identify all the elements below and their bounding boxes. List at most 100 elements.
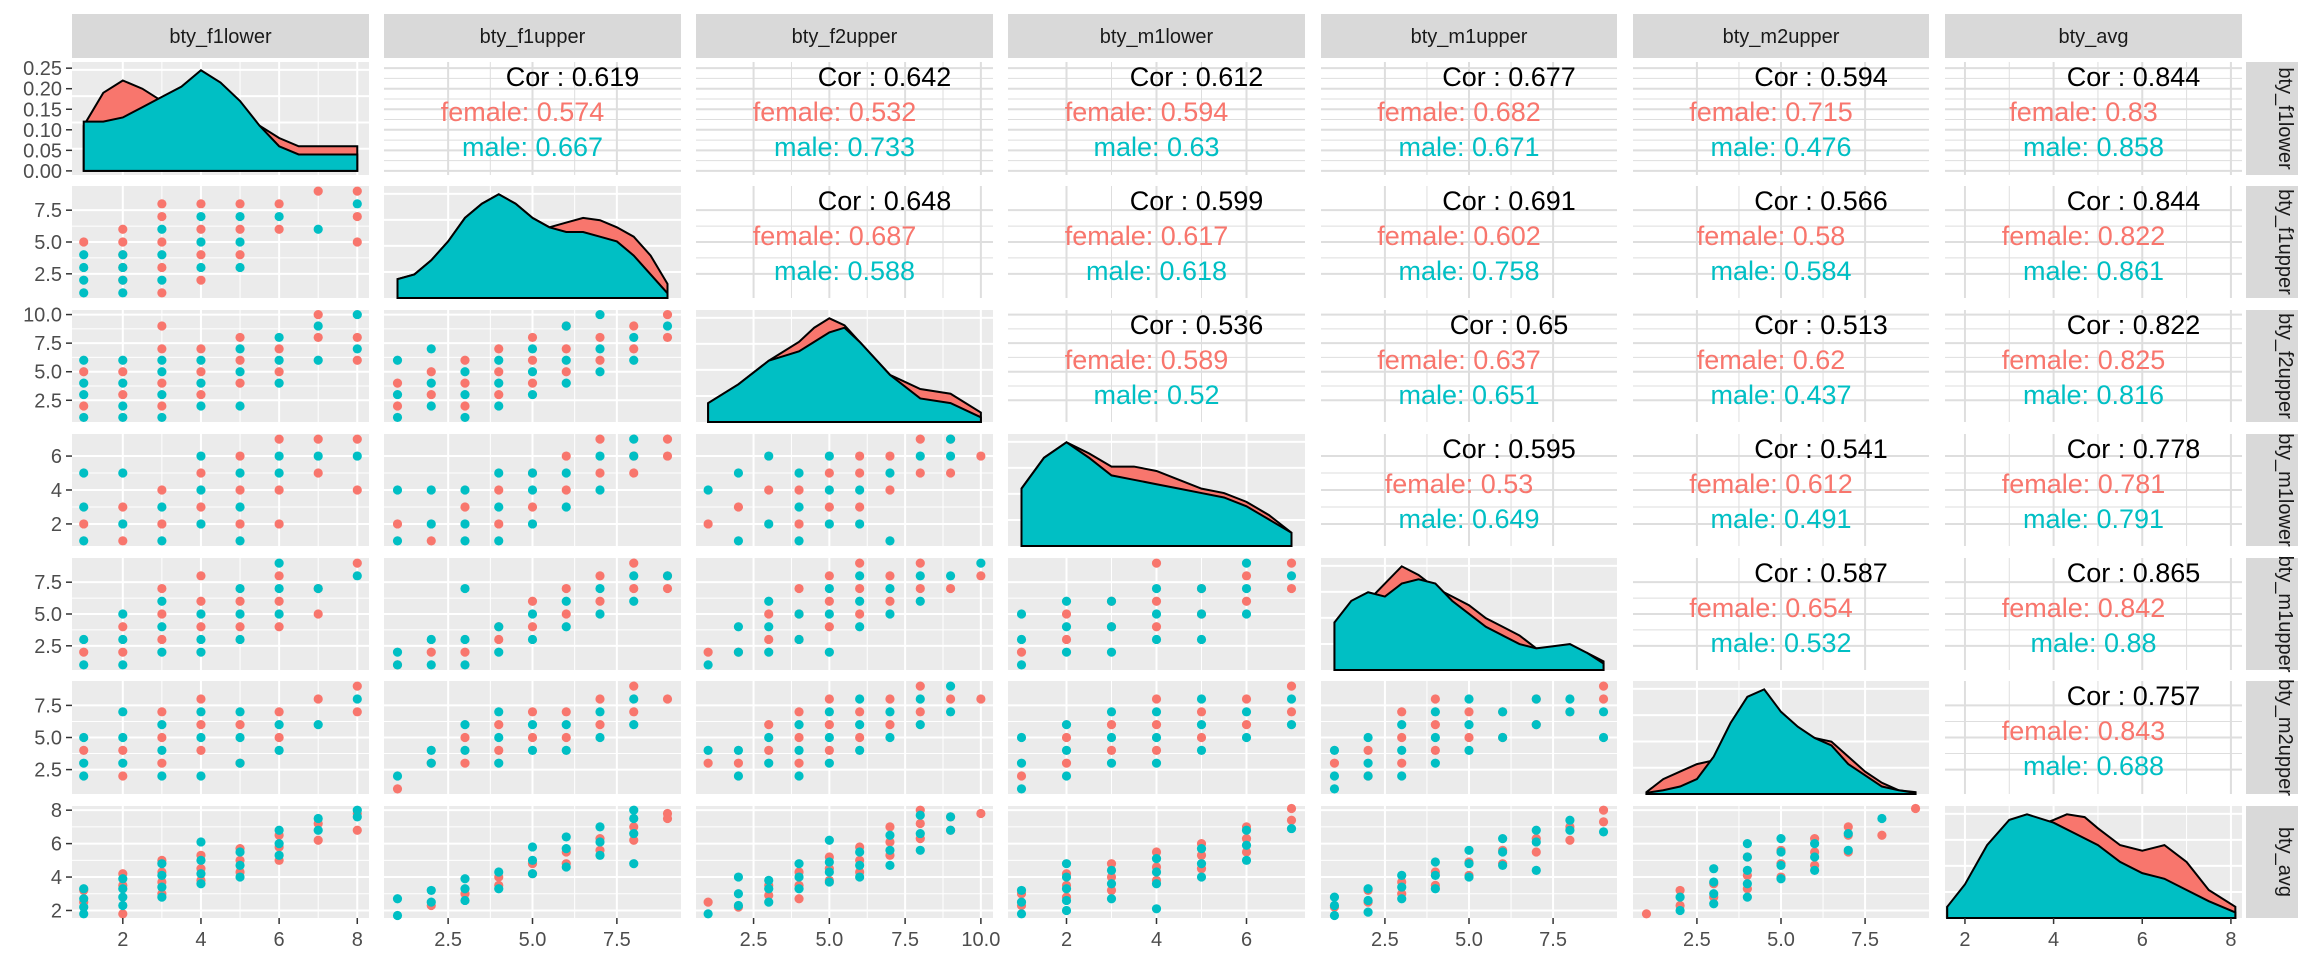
male-point xyxy=(1464,872,1474,882)
female-point xyxy=(274,732,284,743)
male-point xyxy=(629,720,639,730)
male-point xyxy=(1363,884,1373,894)
panel-grid xyxy=(1945,186,2242,298)
y-tick-label: 0.00 xyxy=(23,161,62,183)
female-cor-label: female: 0.594 xyxy=(1065,97,1229,127)
male-point xyxy=(1531,825,1541,835)
male-point xyxy=(1464,720,1474,730)
male-point xyxy=(885,583,895,594)
y-axis: 2 4 6 xyxy=(51,446,72,536)
panel-grid xyxy=(696,186,993,298)
scatter-panel xyxy=(703,434,986,546)
male-point xyxy=(824,857,834,867)
row-strip-bg xyxy=(2246,186,2298,298)
male-point xyxy=(235,634,245,645)
female-point xyxy=(118,647,128,657)
female-point xyxy=(1196,707,1207,717)
male-point xyxy=(595,367,605,377)
female-point xyxy=(855,451,865,461)
scatter-panel xyxy=(392,558,673,670)
female-point xyxy=(561,583,571,594)
female-point xyxy=(595,468,605,478)
x-axis: 2.5 5.0 7.5 10.0 xyxy=(740,918,1000,951)
male-point xyxy=(527,745,538,755)
male-point xyxy=(1106,707,1117,717)
female-point xyxy=(494,519,504,529)
female-point xyxy=(1151,622,1162,632)
female-point xyxy=(157,519,167,529)
male-point xyxy=(196,869,206,879)
column-strip-label: bty_f1upper xyxy=(480,26,586,48)
female-point xyxy=(118,367,128,377)
female-point xyxy=(561,451,571,461)
female-point xyxy=(662,434,673,444)
female-point xyxy=(235,519,245,529)
male-point xyxy=(157,596,167,606)
female-point xyxy=(595,434,605,444)
female-point xyxy=(157,583,167,594)
male-point xyxy=(1329,900,1340,911)
male-point xyxy=(1498,732,1508,743)
male-point xyxy=(1151,707,1162,717)
male-point xyxy=(1061,745,1072,755)
male-point xyxy=(274,720,284,730)
male-point xyxy=(1106,865,1117,875)
male-point xyxy=(79,502,89,512)
male-point xyxy=(733,889,744,899)
male-point xyxy=(595,344,605,354)
male-point xyxy=(494,622,504,632)
female-point xyxy=(118,237,128,247)
male-point xyxy=(794,468,804,478)
male-point xyxy=(460,634,470,645)
scatter-panel xyxy=(1016,681,1297,794)
male-point xyxy=(1016,784,1027,794)
male-point xyxy=(824,485,834,495)
female-point xyxy=(460,502,470,512)
male-point xyxy=(1241,609,1252,619)
female-point xyxy=(196,694,206,704)
male-point xyxy=(1061,895,1072,906)
male-point xyxy=(1598,827,1609,837)
male-point xyxy=(235,583,245,594)
male-point xyxy=(855,622,865,632)
female-point xyxy=(595,596,605,606)
male-point xyxy=(662,321,673,331)
male-point xyxy=(118,884,128,894)
male-point xyxy=(1430,732,1440,743)
male-point xyxy=(733,647,744,657)
female-point xyxy=(157,634,167,645)
row-strip-bg xyxy=(2246,434,2298,546)
female-point xyxy=(79,237,89,247)
male-point xyxy=(274,583,284,594)
male-density xyxy=(1946,813,2237,919)
female-point xyxy=(527,332,538,343)
male-point xyxy=(1061,884,1072,894)
female-point xyxy=(157,707,167,717)
row-strip-label: bty_f1upper xyxy=(2274,189,2296,295)
male-point xyxy=(79,412,89,423)
male-point xyxy=(1016,897,1027,907)
y-axis: 2 4 6 8 xyxy=(51,800,72,922)
x-tick-label: 4 xyxy=(2048,929,2059,951)
female-point xyxy=(976,571,986,581)
female-point xyxy=(274,707,284,717)
female-point xyxy=(1877,830,1887,840)
female-point xyxy=(527,622,538,632)
male-point xyxy=(1397,720,1407,730)
male-point xyxy=(1363,758,1373,768)
female-point xyxy=(79,745,89,755)
female-point xyxy=(794,732,804,743)
female-point xyxy=(1329,758,1340,768)
panel-grid xyxy=(696,62,993,175)
male-point xyxy=(595,609,605,619)
female-point xyxy=(118,502,128,512)
cor-label: Cor : 0.65 xyxy=(1450,310,1569,340)
column-strip-label: bty_m1upper xyxy=(1411,26,1528,48)
male-density xyxy=(82,68,359,172)
male-point xyxy=(824,732,834,743)
male-point xyxy=(118,758,128,768)
male-point xyxy=(561,321,571,331)
female-point xyxy=(794,485,804,495)
x-axis: 2.5 5.0 7.5 xyxy=(1683,918,1879,951)
male-point xyxy=(426,745,436,755)
